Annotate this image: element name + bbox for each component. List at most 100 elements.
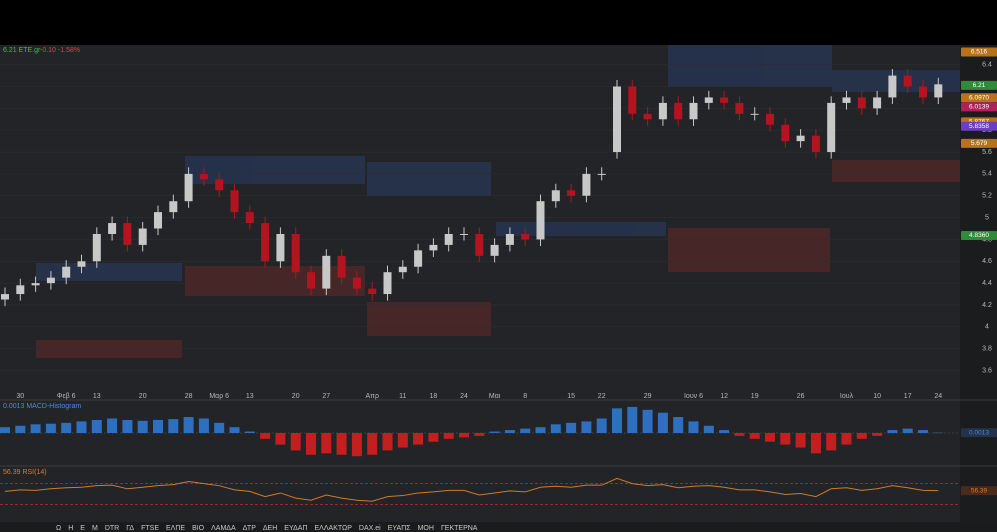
toolbar-button[interactable]: ΓΔ [126, 525, 134, 532]
value-tag-label: 0.0013 [969, 429, 989, 436]
top-bar [0, 0, 997, 45]
price-tag [961, 138, 997, 148]
y-tick-label: 3.6 [982, 367, 992, 374]
y-tick-label: 5.4 [982, 171, 992, 178]
toolbar-button[interactable]: ΒΙΟ [192, 525, 205, 532]
price-tag [961, 47, 997, 57]
x-tick-label: 11 [399, 393, 406, 400]
histogram-bar [642, 409, 653, 433]
zone [832, 160, 960, 182]
x-tick-label: 30 [16, 393, 24, 400]
candle-body [490, 244, 499, 256]
histogram-bar [290, 433, 301, 451]
histogram-bar [168, 419, 179, 433]
candle-body [811, 135, 820, 153]
candle-body [352, 277, 361, 289]
histogram-bar [520, 428, 531, 433]
candle-body [368, 288, 377, 295]
candle-body [123, 223, 132, 245]
candle-body [766, 113, 774, 125]
candle-body [337, 255, 346, 278]
price-tag-label: 4.8360 [969, 232, 989, 239]
histogram-bar [657, 412, 668, 433]
toolbar-button[interactable]: ΕΛΛΑΚΤΩΡ [315, 525, 353, 532]
toolbar-button[interactable]: Ω [56, 525, 61, 532]
x-tick-label: Μαι [489, 393, 501, 400]
toolbar-button[interactable]: Η [68, 525, 73, 532]
toolbar-button[interactable]: Μ [92, 525, 98, 532]
histogram-bar [382, 433, 393, 451]
candle-body [643, 113, 652, 120]
histogram-bar [535, 427, 546, 433]
x-tick-label: 18 [430, 393, 438, 400]
candle-body [414, 250, 423, 267]
candle-body [674, 102, 683, 120]
histogram-bar [91, 419, 102, 433]
toolbar-button[interactable]: ΜΟΗ [418, 525, 434, 532]
toolbar-button[interactable]: ΛΑΜΔΑ [211, 525, 236, 532]
x-tick-label: 17 [904, 393, 912, 400]
toolbar-button[interactable]: ΔΤΡ [243, 525, 257, 532]
candle-body [383, 272, 392, 295]
histogram-bar [749, 433, 760, 439]
x-tick-label: 29 [644, 393, 652, 400]
toolbar-button[interactable]: ΓΕΚΤΕΡΝΑ [441, 525, 478, 532]
zone [185, 156, 365, 184]
x-tick-label: 22 [598, 393, 606, 400]
candle-body [658, 102, 667, 120]
y-tick-label: 3.8 [982, 346, 992, 353]
histogram-bar [902, 428, 913, 433]
candle-body [750, 113, 759, 115]
change: -0.10 -1.58% [40, 47, 80, 54]
toolbar-button[interactable]: ΕΥΑΠΣ [388, 525, 412, 532]
price-tag [961, 231, 997, 241]
candle-body [475, 233, 484, 256]
toolbar-button[interactable]: DTR [105, 525, 119, 532]
candle-body [62, 266, 71, 278]
value-tag [961, 428, 997, 438]
histogram-bar [780, 433, 791, 445]
histogram-bar [428, 433, 439, 442]
toolbar-button[interactable]: FTSE [141, 525, 159, 532]
histogram-bar [367, 433, 378, 455]
histogram-bar [244, 431, 255, 433]
histogram-bar [260, 433, 271, 439]
toolbar-button[interactable]: ΕΥΔΑΠ [284, 525, 307, 532]
candle-body [567, 190, 576, 196]
y-tick-label: 5.6 [982, 149, 992, 156]
candle-body [827, 102, 836, 153]
candle-body [215, 179, 224, 191]
candle-body [919, 86, 927, 98]
x-tick-label: 27 [322, 393, 330, 400]
x-tick-label: Ιουλ [840, 393, 854, 400]
candle-body [796, 135, 805, 142]
x-tick-label: 13 [93, 393, 101, 400]
toolbar-button[interactable]: DAX.ei [359, 525, 381, 532]
y-tick-label: 4 [985, 324, 989, 331]
histogram-bar [887, 430, 898, 433]
candle-body [613, 86, 621, 153]
candle-body [704, 97, 713, 103]
candle-body [505, 233, 514, 245]
x-tick-label: 20 [139, 393, 147, 400]
x-tick-label: 15 [567, 393, 575, 400]
candle-body [199, 173, 208, 180]
x-tick-label: 24 [460, 393, 468, 400]
toolbar-button[interactable]: ΔΕΗ [263, 525, 277, 532]
candle-body [169, 201, 178, 213]
candle-body [429, 244, 438, 251]
histogram-bar [61, 422, 72, 433]
candle-body [276, 233, 285, 262]
histogram-bar [474, 433, 485, 436]
price-tag [961, 93, 997, 103]
histogram-bar [153, 419, 163, 433]
toolbar-button[interactable]: Ε [80, 525, 85, 532]
histogram-bar [688, 421, 699, 433]
toolbar-button[interactable]: ΕΛΠΕ [166, 525, 185, 532]
zone [668, 45, 832, 87]
histogram-bar [336, 433, 347, 455]
price-tag-label: 6.516 [971, 49, 988, 56]
histogram-bar [459, 433, 469, 438]
histogram-bar [321, 433, 332, 454]
candle-body [31, 283, 40, 286]
